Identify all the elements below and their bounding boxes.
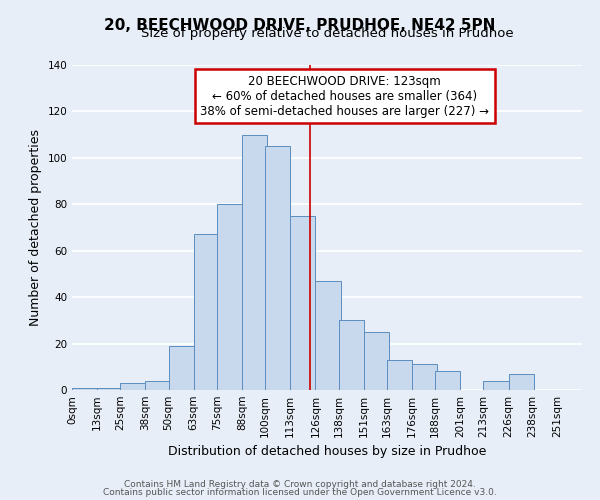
Bar [169,346,194,390]
Bar [72,388,97,390]
Text: Contains HM Land Registry data © Crown copyright and database right 2024.: Contains HM Land Registry data © Crown c… [124,480,476,489]
X-axis label: Distribution of detached houses by size in Prudhoe: Distribution of detached houses by size … [168,446,486,458]
Text: 20 BEECHWOOD DRIVE: 123sqm
← 60% of detached houses are smaller (364)
38% of sem: 20 BEECHWOOD DRIVE: 123sqm ← 60% of deta… [200,74,490,118]
Y-axis label: Number of detached properties: Number of detached properties [29,129,42,326]
Bar [435,372,460,390]
Bar [120,383,145,390]
Bar [338,320,364,390]
Bar [412,364,437,390]
Bar [194,234,219,390]
Bar [387,360,412,390]
Bar [265,146,290,390]
Bar [217,204,242,390]
Text: 20, BEECHWOOD DRIVE, PRUDHOE, NE42 5PN: 20, BEECHWOOD DRIVE, PRUDHOE, NE42 5PN [104,18,496,32]
Text: Contains public sector information licensed under the Open Government Licence v3: Contains public sector information licen… [103,488,497,497]
Bar [316,281,341,390]
Bar [364,332,389,390]
Bar [509,374,534,390]
Bar [484,380,509,390]
Bar [145,380,170,390]
Bar [242,134,267,390]
Bar [290,216,316,390]
Title: Size of property relative to detached houses in Prudhoe: Size of property relative to detached ho… [140,27,514,40]
Bar [97,388,122,390]
